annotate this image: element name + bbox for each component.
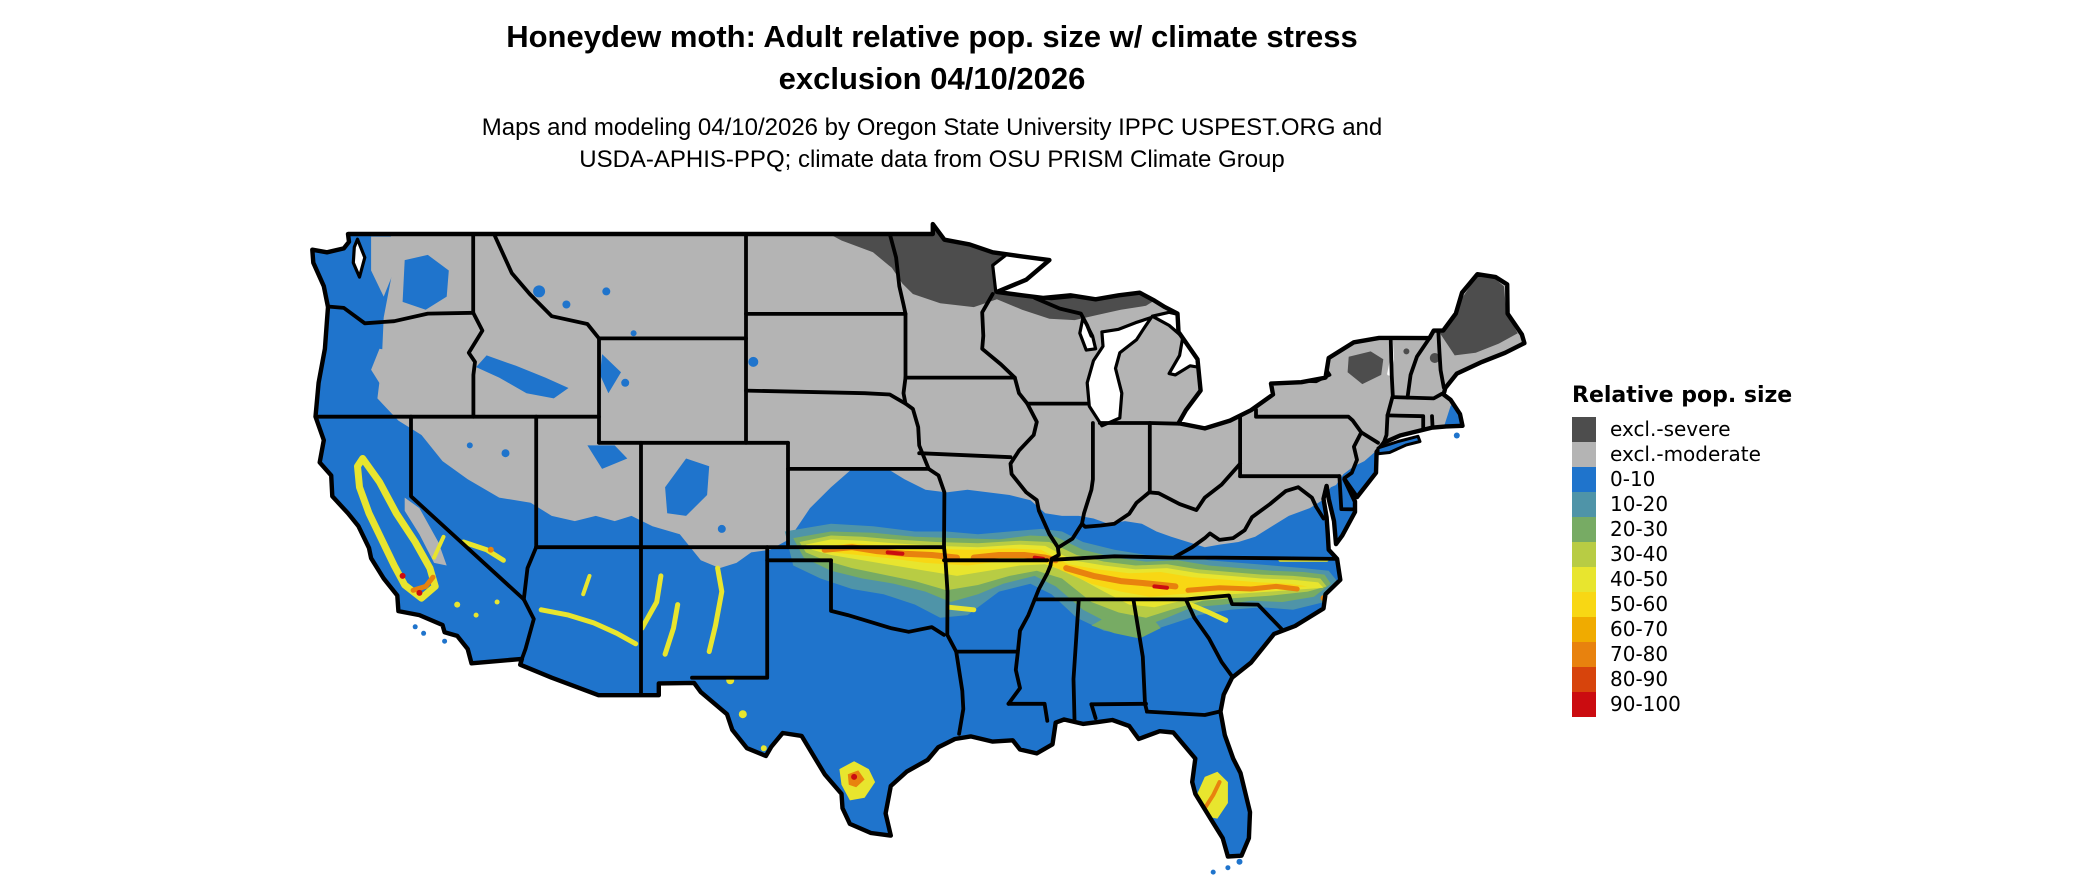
legend-swatch: [1572, 417, 1596, 442]
subtitle: Maps and modeling 04/10/2026 by Oregon S…: [0, 112, 1864, 176]
legend-item-label: 70-80: [1610, 642, 1669, 666]
legend-swatch: [1572, 442, 1596, 467]
legend-item: 80-90: [1572, 667, 1792, 692]
title-line-1: Honeydew moth: Adult relative pop. size …: [506, 19, 1358, 54]
legend-item-label: 60-70: [1610, 617, 1669, 641]
legend-swatch: [1572, 667, 1596, 692]
legend-item: 50-60: [1572, 592, 1792, 617]
legend-item-label: 30-40: [1610, 542, 1669, 566]
title-line-2: exclusion 04/10/2026: [778, 61, 1086, 96]
legend-item-label: 90-100: [1610, 692, 1681, 716]
legend-item-label: 50-60: [1610, 592, 1669, 616]
legend-swatch: [1572, 492, 1596, 517]
subtitle-line-1: Maps and modeling 04/10/2026 by Oregon S…: [481, 114, 1383, 141]
legend-item: excl.-severe: [1572, 417, 1792, 442]
legend: Relative pop. size excl.-severe excl.-mod…: [1572, 383, 1792, 717]
legend-swatch: [1572, 617, 1596, 642]
legend-item: 40-50: [1572, 567, 1792, 592]
legend-item-label: excl.-moderate: [1610, 442, 1761, 466]
us-outline: [310, 221, 1527, 859]
legend-item: 0-10: [1572, 467, 1792, 492]
legend-swatch: [1572, 592, 1596, 617]
legend-swatch: [1572, 692, 1596, 717]
subtitle-line-2: USDA-APHIS-PPQ; climate data from OSU PR…: [579, 146, 1285, 173]
legend-item-label: 80-90: [1610, 667, 1669, 691]
legend-swatch: [1572, 542, 1596, 567]
legend-item-label: 0-10: [1610, 467, 1656, 491]
legend-item: 30-40: [1572, 542, 1792, 567]
legend-items: excl.-severe excl.-moderate 0-10 10-20 20-30…: [1572, 417, 1792, 717]
legend-item: 70-80: [1572, 642, 1792, 667]
legend-item: 90-100: [1572, 692, 1792, 717]
legend-swatch: [1572, 642, 1596, 667]
legend-item-label: 20-30: [1610, 517, 1669, 541]
legend-item: excl.-moderate: [1572, 442, 1792, 467]
legend-item-label: excl.-severe: [1610, 417, 1731, 441]
legend-swatch: [1572, 567, 1596, 592]
legend-item: 60-70: [1572, 617, 1792, 642]
legend-item-label: 10-20: [1610, 492, 1669, 516]
legend-swatch: [1572, 467, 1596, 492]
legend-swatch: [1572, 517, 1596, 542]
legend-item-label: 40-50: [1610, 567, 1669, 591]
legend-item: 20-30: [1572, 517, 1792, 542]
long-island: [1376, 434, 1422, 456]
legend-title: Relative pop. size: [1572, 383, 1793, 408]
page-title: Honeydew moth: Adult relative pop. size …: [0, 16, 1864, 100]
legend-item: 10-20: [1572, 492, 1792, 517]
